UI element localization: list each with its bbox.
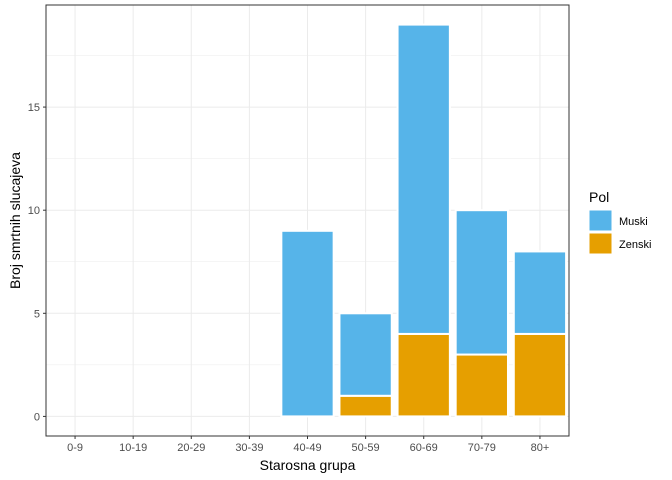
x-tick-label: 30-39	[235, 442, 263, 454]
legend-label-muski: Muski	[619, 216, 648, 228]
legend: Pol Muski Zenski	[588, 189, 651, 255]
bar-muski-40-49	[280, 229, 335, 418]
x-tick-label: 50-59	[352, 442, 380, 454]
x-axis-title: Starosna grupa	[260, 457, 356, 473]
legend-label-zenski: Zenski	[619, 239, 651, 251]
x-tick-label: 60-69	[410, 442, 438, 454]
bar-zenski-60-69	[396, 332, 451, 418]
x-tick-label: 70-79	[468, 442, 496, 454]
x-tick-label: 20-29	[177, 442, 205, 454]
bar-zenski-80+	[512, 332, 568, 418]
legend-key-muski	[588, 209, 613, 232]
legend-title: Pol	[589, 189, 609, 205]
bars	[280, 23, 568, 418]
y-axis-title: Broj smrtnih slucajeva	[7, 152, 23, 289]
axes: 0 5 10 15 0-9 10-19 20-29 30-39 40-49 50-59 60-69 7…	[28, 102, 550, 454]
bar-muski-70-79	[454, 209, 509, 356]
y-tick-label: 15	[28, 102, 40, 114]
x-tick-label: 10-19	[119, 442, 147, 454]
bar-zenski-70-79	[454, 353, 509, 418]
bar-muski-80+	[512, 250, 568, 335]
y-tick-label: 5	[34, 308, 40, 320]
bar-muski-60-69	[396, 23, 451, 335]
x-tick-label: 40-49	[293, 442, 321, 454]
x-tick-label: 0-9	[67, 442, 83, 454]
legend-key-zenski	[588, 232, 613, 255]
bar-zenski-50-59	[338, 394, 393, 418]
bar-muski-50-59	[338, 312, 393, 397]
y-tick-label: 10	[28, 205, 40, 217]
y-tick-label: 0	[34, 411, 40, 423]
x-tick-label: 80+	[531, 442, 550, 454]
